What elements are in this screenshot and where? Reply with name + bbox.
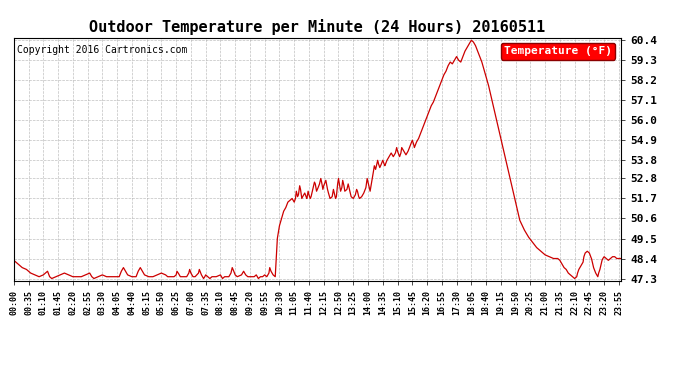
Text: Copyright 2016 Cartronics.com: Copyright 2016 Cartronics.com [17,45,187,55]
Title: Outdoor Temperature per Minute (24 Hours) 20160511: Outdoor Temperature per Minute (24 Hours… [89,19,546,35]
Legend: Temperature (°F): Temperature (°F) [501,43,615,60]
